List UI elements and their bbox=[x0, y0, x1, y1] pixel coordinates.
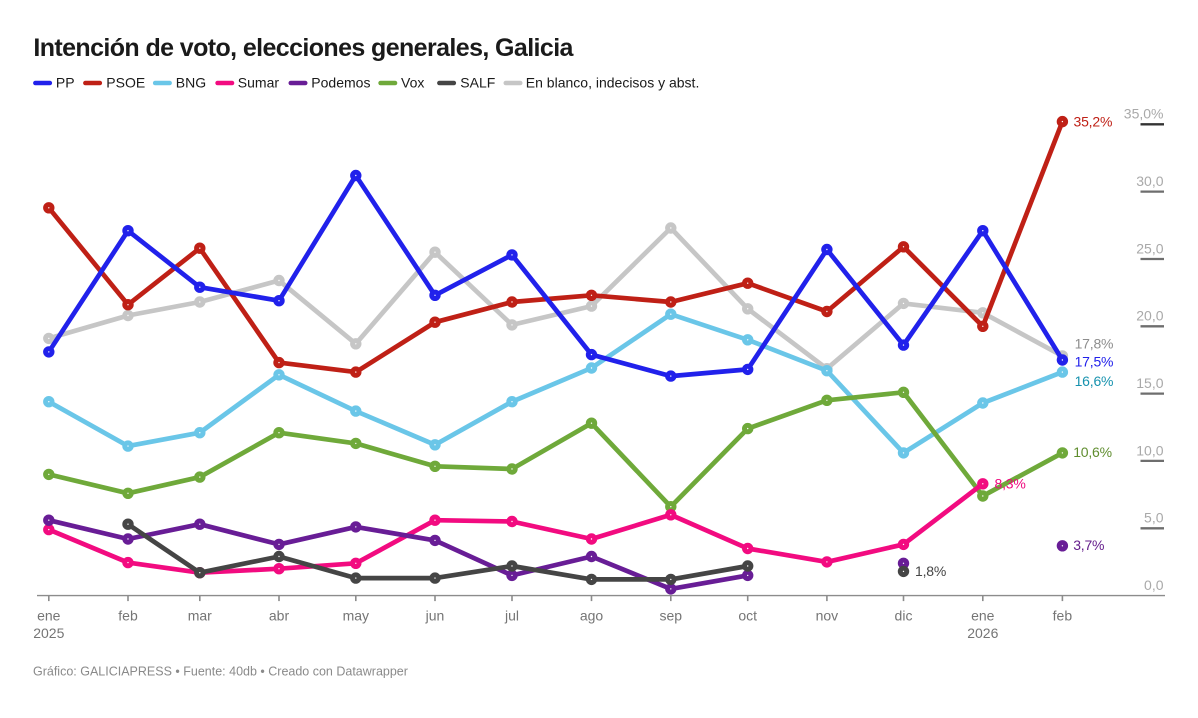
svg-text:20,0: 20,0 bbox=[1136, 308, 1163, 324]
svg-text:16,6%: 16,6% bbox=[1075, 373, 1114, 389]
svg-text:ene: ene bbox=[971, 608, 995, 624]
svg-text:17,5%: 17,5% bbox=[1075, 354, 1114, 370]
svg-text:dic: dic bbox=[895, 608, 913, 624]
svg-text:En blanco, indecisos y abst.: En blanco, indecisos y abst. bbox=[526, 75, 700, 91]
svg-text:BNG: BNG bbox=[176, 75, 206, 91]
svg-text:feb: feb bbox=[1053, 608, 1073, 624]
svg-text:Podemos: Podemos bbox=[311, 75, 370, 91]
svg-text:jun: jun bbox=[425, 608, 445, 624]
svg-text:jul: jul bbox=[504, 608, 519, 624]
svg-text:1,8%: 1,8% bbox=[915, 563, 946, 579]
svg-text:5,0: 5,0 bbox=[1144, 510, 1164, 526]
svg-text:ene: ene bbox=[37, 608, 61, 624]
svg-text:2026: 2026 bbox=[967, 625, 998, 641]
svg-text:30,0: 30,0 bbox=[1136, 173, 1163, 189]
svg-text:feb: feb bbox=[118, 608, 138, 624]
svg-text:nov: nov bbox=[816, 608, 839, 624]
svg-text:35,0%: 35,0% bbox=[1124, 106, 1164, 122]
svg-text:oct: oct bbox=[738, 608, 757, 624]
svg-text:8,3%: 8,3% bbox=[995, 476, 1026, 492]
svg-text:may: may bbox=[343, 608, 369, 624]
svg-text:2025: 2025 bbox=[33, 625, 64, 641]
svg-text:10,6%: 10,6% bbox=[1073, 444, 1112, 460]
svg-text:mar: mar bbox=[188, 608, 212, 624]
svg-text:Sumar: Sumar bbox=[238, 75, 280, 91]
svg-text:ago: ago bbox=[580, 608, 604, 624]
svg-text:35,2%: 35,2% bbox=[1074, 114, 1113, 130]
svg-text:10,0: 10,0 bbox=[1136, 442, 1163, 458]
svg-text:Intención de voto, elecciones: Intención de voto, elecciones generales,… bbox=[33, 34, 574, 62]
svg-text:abr: abr bbox=[269, 608, 290, 624]
svg-text:15,0: 15,0 bbox=[1136, 375, 1163, 391]
svg-text:SALF: SALF bbox=[460, 75, 495, 91]
svg-text:PP: PP bbox=[56, 75, 75, 91]
svg-text:PSOE: PSOE bbox=[106, 75, 145, 91]
svg-text:0,0: 0,0 bbox=[1144, 577, 1164, 593]
svg-text:17,8%: 17,8% bbox=[1075, 335, 1114, 351]
svg-text:Vox: Vox bbox=[401, 75, 424, 91]
svg-text:Gráfico: GALICIAPRESS • Fuente: Gráfico: GALICIAPRESS • Fuente: 40db • C… bbox=[33, 665, 408, 679]
svg-text:25,0: 25,0 bbox=[1136, 240, 1163, 256]
svg-text:sep: sep bbox=[660, 608, 683, 624]
svg-text:3,7%: 3,7% bbox=[1073, 537, 1104, 553]
